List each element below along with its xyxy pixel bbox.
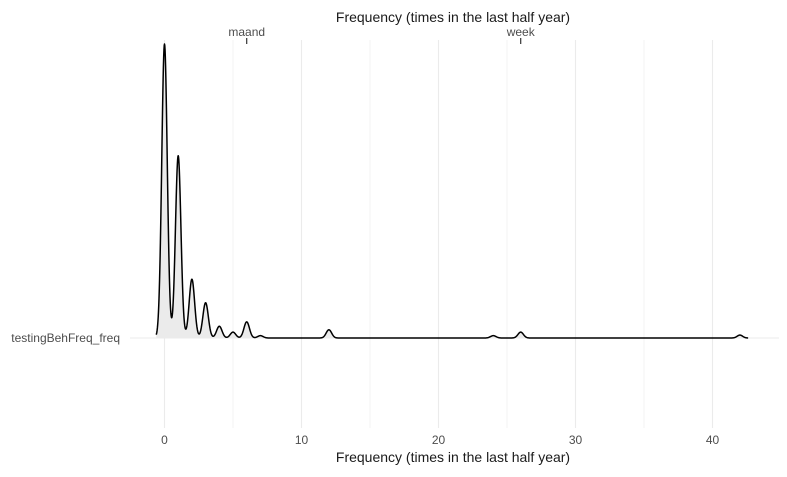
density-area — [156, 44, 749, 338]
x-tick-label: 0 — [161, 433, 168, 447]
top-axis-tick-label: maand — [228, 25, 265, 39]
density-line — [155, 43, 749, 339]
top-axis-title: Frequency (times in the last half year) — [336, 9, 570, 25]
x-tick-label: 30 — [569, 433, 583, 447]
grid-layer — [130, 40, 779, 428]
x-tick-label: 20 — [432, 433, 446, 447]
y-category-label: testingBehFreq_freq — [11, 331, 120, 345]
x-tick-label: 40 — [706, 433, 720, 447]
bottom-axis-title: Frequency (times in the last half year) — [336, 449, 570, 465]
x-tick-label: 10 — [295, 433, 309, 447]
axis-layer: Frequency (times in the last half year) … — [11, 9, 719, 465]
density-layer — [155, 43, 749, 339]
top-axis-tick-label: week — [506, 25, 536, 39]
